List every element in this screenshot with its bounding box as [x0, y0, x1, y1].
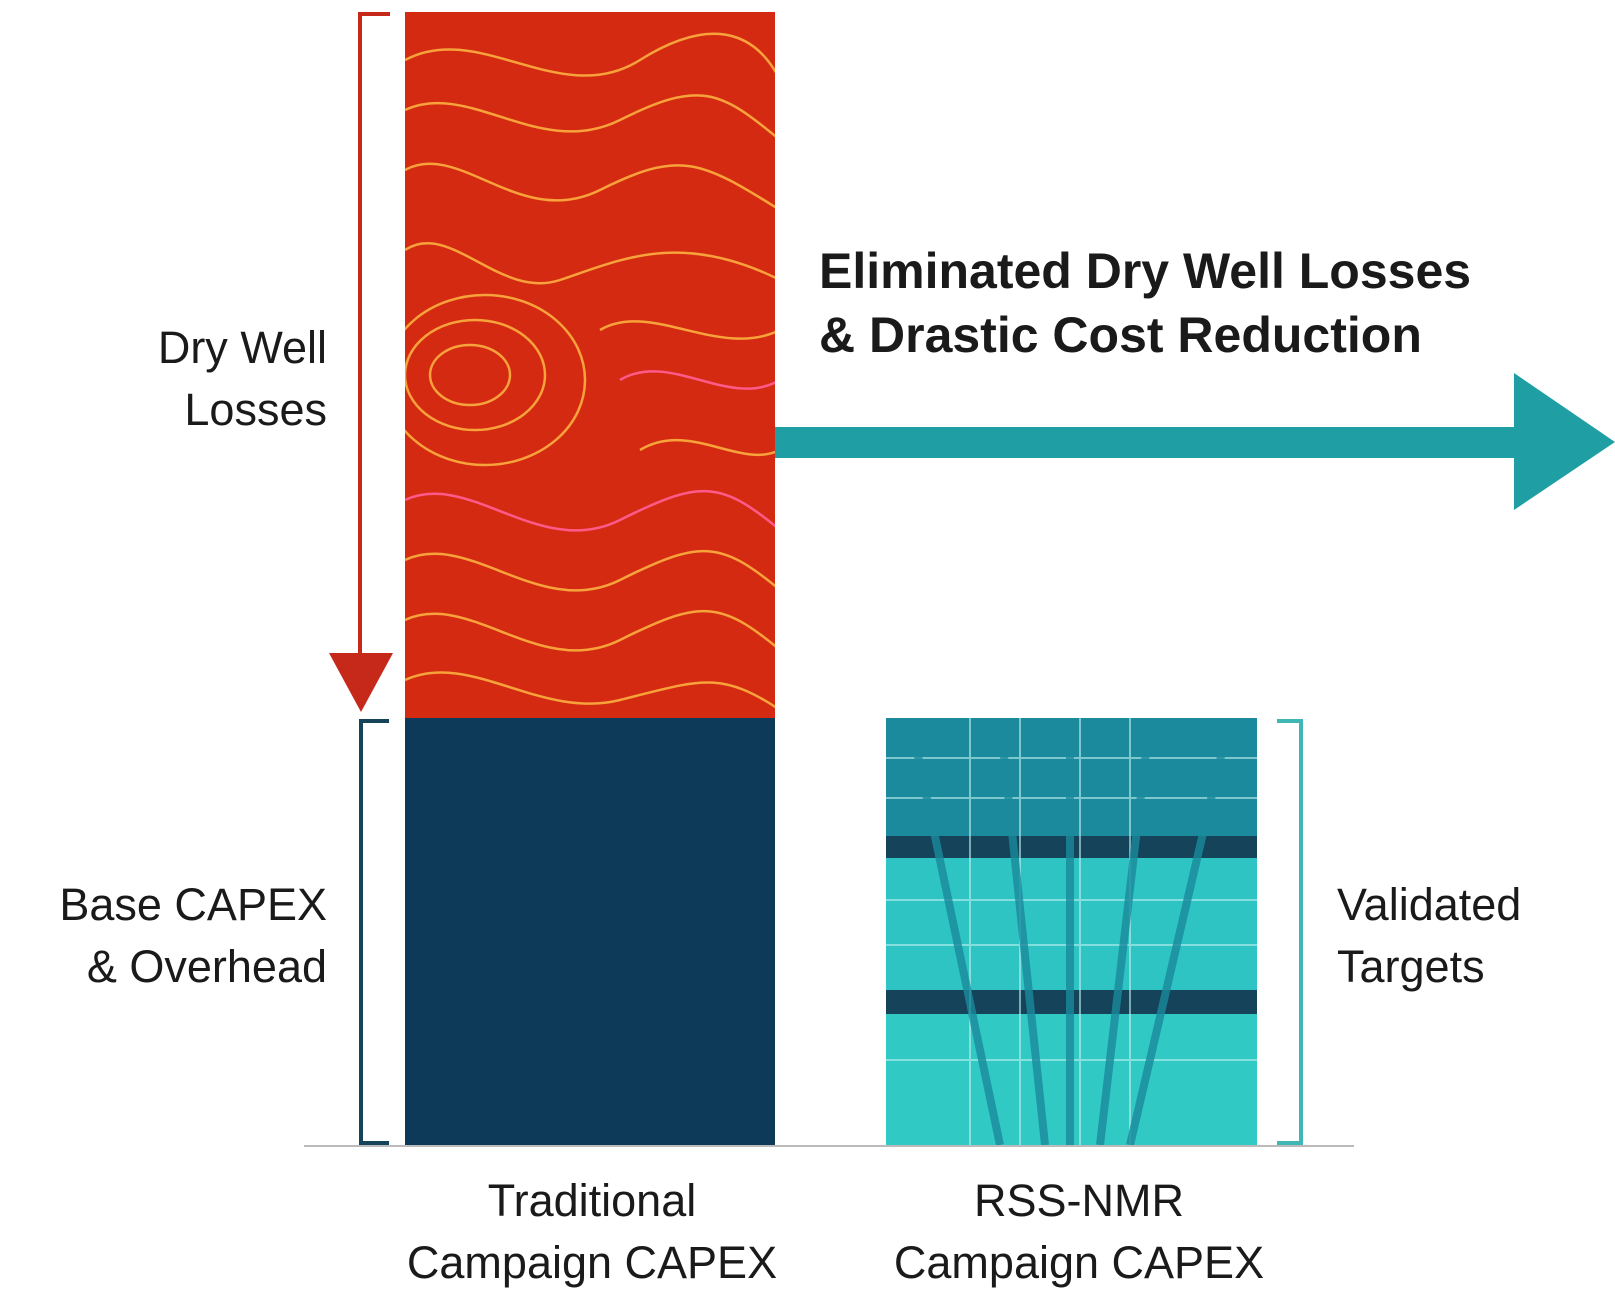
dry-well-losses-segment: [405, 12, 775, 718]
title-line: Eliminated Dry Well Losses: [819, 243, 1471, 299]
side-label: Dry Well: [158, 322, 327, 373]
bar-label: Campaign CAPEX: [894, 1237, 1264, 1288]
rss-nmr-bar: [886, 718, 1257, 1145]
bar-label: Traditional: [488, 1175, 696, 1226]
bar-label: RSS-NMR: [974, 1175, 1184, 1226]
title-line: & Drastic Cost Reduction: [819, 307, 1422, 363]
side-label: & Overhead: [87, 941, 327, 992]
side-label: Targets: [1337, 941, 1485, 992]
side-label: Losses: [184, 384, 327, 435]
side-label: Base CAPEX: [59, 879, 327, 930]
loss-arrow: [329, 12, 393, 712]
bar-label: Campaign CAPEX: [407, 1237, 777, 1288]
side-label: Validated: [1337, 879, 1521, 930]
reduction-arrow: [775, 373, 1615, 510]
base-bracket: [359, 719, 389, 1145]
base-capex-segment: [405, 718, 775, 1145]
targets-bracket: [1277, 719, 1303, 1145]
